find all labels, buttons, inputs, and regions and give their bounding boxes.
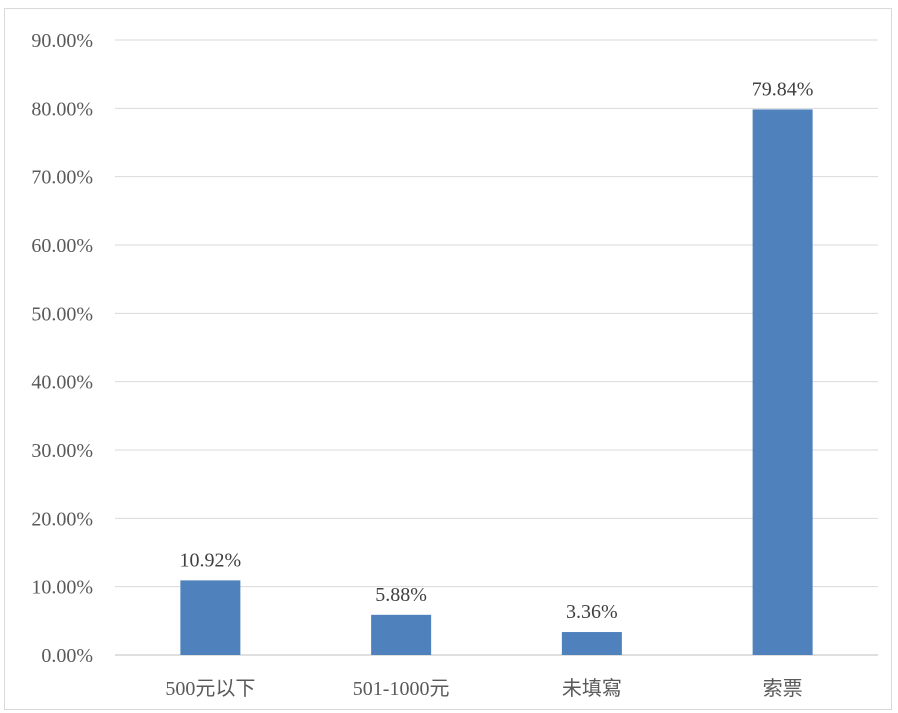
y-tick-label-9: 90.00% xyxy=(31,30,93,52)
y-tick-label-0: 0.00% xyxy=(41,645,93,667)
chart-frame xyxy=(4,8,892,710)
y-tick-label-6: 60.00% xyxy=(31,235,93,257)
category-label-3: 索票 xyxy=(763,677,803,700)
y-tick-label-5: 50.00% xyxy=(31,303,93,325)
y-axis-tick-labels: 0.00% 10.00% 20.00% 30.00% 40.00% 50.00% 60.00… xyxy=(31,30,93,667)
y-tick-label-2: 20.00% xyxy=(31,508,93,530)
data-label-3: 79.84% xyxy=(752,78,814,100)
bar-3 xyxy=(752,109,813,656)
y-tick-label-3: 30.00% xyxy=(31,440,93,462)
y-tick-label-4: 40.00% xyxy=(31,372,93,394)
category-label-1: 501-1000元 xyxy=(353,678,450,700)
x-axis-category-labels: 500元以下 501-1000元 未填寫 索票 xyxy=(165,677,802,700)
bars xyxy=(180,109,813,656)
bar-0 xyxy=(180,580,241,655)
data-label-1: 5.88% xyxy=(375,584,427,606)
y-tick-label-8: 80.00% xyxy=(31,98,93,120)
data-label-0: 10.92% xyxy=(180,549,242,571)
bar-1 xyxy=(371,614,432,655)
category-label-2: 未填寫 xyxy=(562,677,622,700)
y-tick-label-1: 10.00% xyxy=(31,577,93,599)
data-labels: 10.92% 5.88% 3.36% 79.84% xyxy=(180,78,814,623)
category-label-0: 500元以下 xyxy=(165,678,255,700)
y-tick-label-7: 70.00% xyxy=(31,167,93,189)
data-label-2: 3.36% xyxy=(566,601,618,623)
bar-2 xyxy=(561,632,622,655)
gridlines xyxy=(115,39,878,656)
